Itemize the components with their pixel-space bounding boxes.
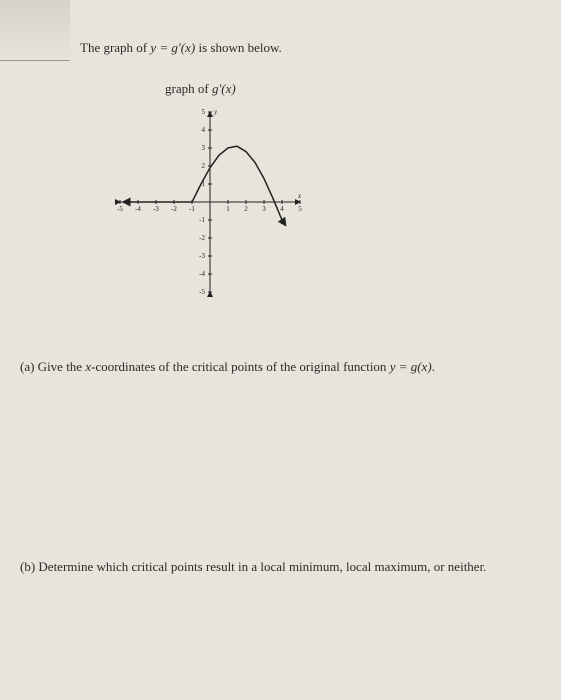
- svg-text:-2: -2: [199, 234, 205, 242]
- page-content: The graph of y = g′(x) is shown below. g…: [0, 0, 561, 606]
- svg-text:x: x: [297, 192, 302, 200]
- page-divider: [0, 60, 70, 61]
- svg-text:-1: -1: [189, 205, 195, 213]
- svg-text:5: 5: [298, 205, 302, 213]
- svg-text:-4: -4: [199, 270, 205, 278]
- svg-text:1: 1: [226, 205, 230, 213]
- svg-text:-5: -5: [199, 288, 205, 296]
- svg-text:2: 2: [244, 205, 248, 213]
- svg-text:-3: -3: [153, 205, 159, 213]
- problem-suffix: is shown below.: [195, 40, 282, 55]
- page-shadow: [0, 0, 70, 60]
- chart-svg: 1-11-12-22-23-33-34-44-45-55-5yx: [110, 102, 310, 302]
- svg-text:-4: -4: [135, 205, 141, 213]
- chart-title-equation: g′(x): [212, 81, 236, 96]
- svg-text:-1: -1: [199, 216, 205, 224]
- svg-text:-5: -5: [117, 205, 123, 213]
- question-a: (a) Give the x-coordinates of the critic…: [20, 357, 531, 377]
- problem-equation: y = g′(x): [150, 40, 195, 55]
- svg-text:5: 5: [202, 108, 206, 116]
- svg-text:y: y: [213, 108, 218, 116]
- problem-prefix: The graph of: [80, 40, 150, 55]
- chart: 1-11-12-22-23-33-34-44-45-55-5yx: [110, 102, 531, 307]
- question-b: (b) Determine which critical points resu…: [20, 557, 531, 577]
- svg-text:3: 3: [202, 144, 206, 152]
- svg-text:4: 4: [280, 205, 284, 213]
- qa-eq: y = g(x): [390, 359, 432, 374]
- svg-text:3: 3: [262, 205, 266, 213]
- qa-prefix: (a) Give the: [20, 359, 85, 374]
- qa-mid: -coordinates of the critical points of t…: [91, 359, 390, 374]
- qa-suffix: .: [432, 359, 435, 374]
- svg-text:2: 2: [202, 162, 206, 170]
- chart-container: graph of g′(x) 1-11-12-22-23-33-34-44-45…: [110, 81, 531, 307]
- svg-text:4: 4: [202, 126, 206, 134]
- svg-text:-2: -2: [171, 205, 177, 213]
- problem-statement: The graph of y = g′(x) is shown below.: [80, 40, 531, 56]
- chart-title-prefix: graph of: [165, 81, 212, 96]
- svg-text:-3: -3: [199, 252, 205, 260]
- chart-title: graph of g′(x): [165, 81, 531, 97]
